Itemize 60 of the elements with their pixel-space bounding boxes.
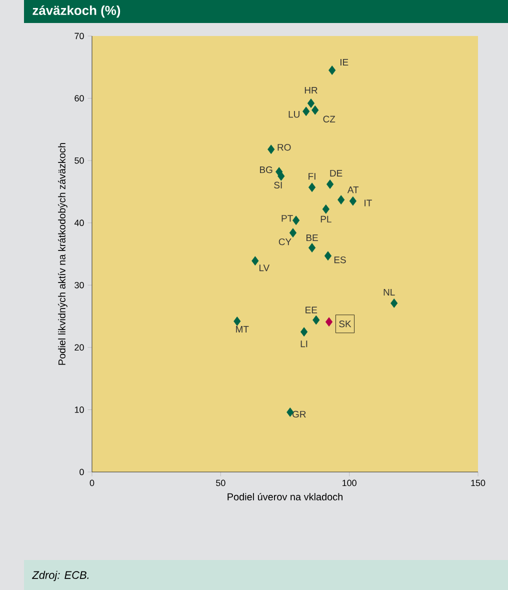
annotation: IT bbox=[364, 200, 372, 206]
annotation: PT bbox=[282, 215, 293, 222]
chart-title: záväzkoch (%) bbox=[32, 5, 120, 18]
point bbox=[326, 180, 334, 189]
point bbox=[252, 256, 259, 266]
point bbox=[307, 98, 315, 108]
annotation: DE bbox=[330, 170, 342, 176]
point bbox=[292, 216, 300, 226]
point bbox=[308, 182, 316, 192]
point bbox=[302, 106, 310, 116]
annotation: CZ bbox=[323, 116, 336, 122]
point bbox=[338, 195, 345, 204]
annotation: CY bbox=[278, 238, 292, 246]
y-tick-label: 50 bbox=[74, 157, 84, 164]
point bbox=[308, 243, 316, 252]
x-tick-label: 0 bbox=[90, 480, 94, 486]
point bbox=[289, 228, 297, 238]
annotation: SI bbox=[274, 182, 282, 188]
point bbox=[268, 144, 275, 154]
point bbox=[324, 251, 332, 261]
annotation: ES bbox=[334, 256, 346, 264]
y-tick-label: 20 bbox=[74, 344, 84, 351]
text: Zdroj: ECB. bbox=[32, 570, 88, 582]
annotation: LV bbox=[259, 264, 270, 272]
annotation: AT bbox=[347, 186, 359, 194]
annotation: HR bbox=[304, 87, 318, 94]
point bbox=[278, 171, 285, 181]
y-axis-title: Podiel likvidných aktív na krátkodobých záväzkoch bbox=[58, 143, 68, 365]
y-tick-label: 60 bbox=[74, 95, 84, 102]
annotation: PL bbox=[320, 216, 332, 222]
y-tick-label: 30 bbox=[74, 282, 84, 288]
x-axis-title: Podiel úverov na vkladoch bbox=[228, 492, 342, 500]
point bbox=[349, 196, 356, 206]
x-tick-label: 100 bbox=[342, 480, 356, 486]
point bbox=[300, 327, 308, 337]
annotation: FI bbox=[308, 173, 316, 180]
y-tick-label: 0 bbox=[80, 468, 84, 476]
annotation: RO bbox=[278, 144, 291, 151]
annotation: EE bbox=[306, 306, 318, 314]
point bbox=[325, 317, 333, 327]
annotation: MT bbox=[236, 326, 249, 333]
annotation: GR bbox=[292, 410, 306, 418]
annotation: BG bbox=[260, 166, 272, 174]
y-tick-label: 10 bbox=[74, 406, 84, 413]
point bbox=[312, 315, 320, 325]
point bbox=[322, 204, 330, 214]
y-tick-label: 40 bbox=[74, 220, 84, 226]
annotation: SK bbox=[339, 320, 352, 328]
point bbox=[234, 316, 241, 326]
x-tick-label: 150 bbox=[471, 480, 486, 486]
x-tick-label: 50 bbox=[216, 480, 226, 486]
point bbox=[390, 298, 398, 308]
y-tick-label: 70 bbox=[74, 32, 84, 40]
annotation: NL bbox=[384, 288, 395, 296]
point bbox=[328, 66, 336, 75]
annotation: IE bbox=[340, 58, 348, 66]
point bbox=[312, 105, 319, 115]
annotation: LU bbox=[288, 111, 300, 118]
annotation: BE bbox=[306, 234, 318, 242]
annotation: LI bbox=[300, 340, 308, 348]
